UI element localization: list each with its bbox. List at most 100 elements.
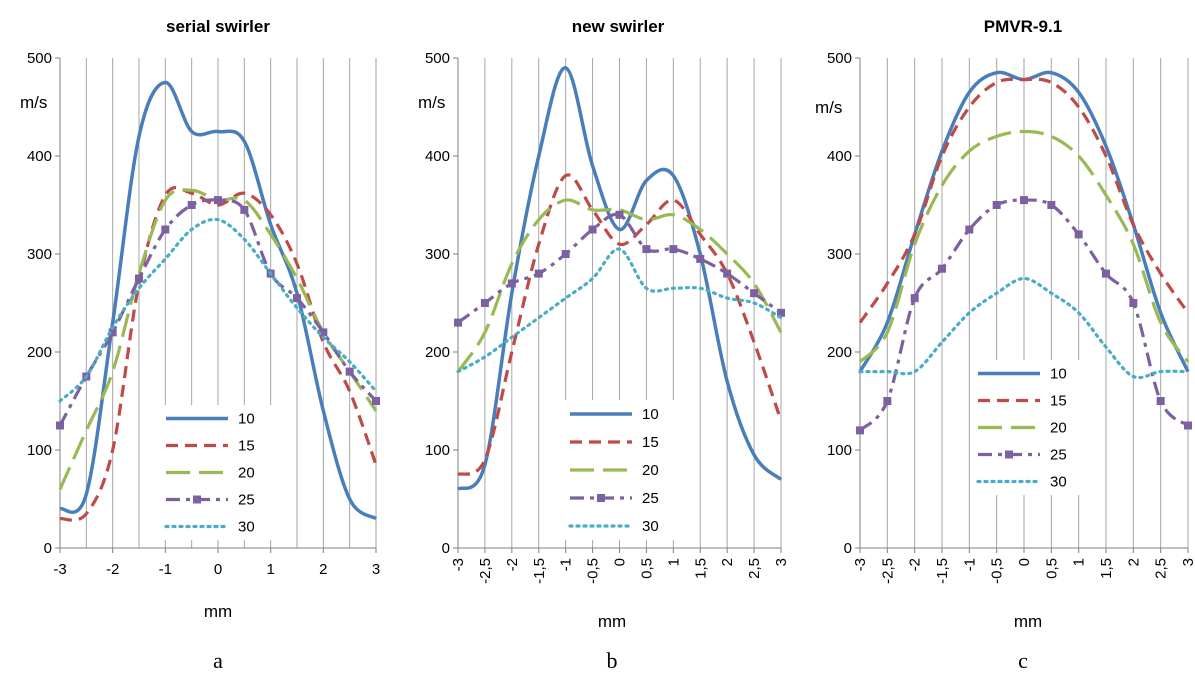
x-tick-label: 0,5: [638, 558, 655, 579]
x-tick-label: 0: [1016, 558, 1033, 566]
series-marker-25: [750, 289, 759, 298]
x-tick-label: -0,5: [585, 558, 602, 584]
x-tick-label: -2: [907, 558, 924, 571]
y-tick-label: 200: [27, 344, 52, 361]
legend-marker-25: [1005, 450, 1013, 459]
series-marker-25: [1020, 196, 1028, 205]
legend-label-15: 15: [238, 438, 255, 455]
series-line-20: [456, 198, 783, 373]
series-marker-25: [480, 299, 489, 307]
x-tick-label: 3: [372, 561, 380, 578]
x-tick-label: 1,5: [1098, 558, 1115, 579]
series-marker-25: [372, 397, 380, 405]
x-tick-label: -1: [159, 561, 172, 578]
series-marker-25: [588, 225, 597, 234]
chart-title: PMVR-9.1: [984, 17, 1062, 36]
series-line-30: [456, 247, 783, 374]
series-marker-25: [1129, 299, 1138, 307]
y-tick-label: 300: [27, 246, 52, 263]
x-tick-label: 0: [612, 558, 629, 566]
series-marker-25: [214, 196, 222, 205]
y-axis-label: m/s: [418, 93, 445, 112]
x-tick-label: -2: [504, 558, 521, 571]
y-tick-label: 400: [27, 148, 52, 165]
series-marker-25: [293, 294, 301, 303]
series-marker-25: [992, 201, 1001, 209]
series-marker-25: [910, 294, 919, 303]
series-marker-25: [642, 245, 651, 254]
y-tick-label: 400: [827, 148, 852, 165]
legend-label-30: 30: [1050, 474, 1067, 491]
y-tick-label: 100: [27, 442, 52, 459]
chart-2: 0 100 200 300 400 500 -3 -2,5 -2 -1,5 -1 -0,5 0 0,5 1 1…: [815, 17, 1195, 673]
x-tick-label: 2,5: [746, 558, 763, 579]
y-tick-label: 300: [827, 246, 852, 263]
series-line-15: [457, 173, 783, 477]
y-tick-label: 300: [425, 246, 450, 263]
x-axis-label: mm: [598, 612, 626, 631]
series-marker-25: [856, 426, 864, 435]
legend-label-20: 20: [1050, 420, 1067, 437]
series-marker-25: [187, 201, 196, 209]
series-marker-25: [534, 269, 543, 278]
series-marker-25: [723, 269, 732, 278]
series-line-10: [59, 80, 378, 521]
legend-label-15: 15: [1050, 393, 1067, 410]
series-marker-25: [161, 225, 170, 234]
series-marker-25: [454, 318, 462, 327]
panel-caption: c: [1018, 648, 1028, 673]
x-tick-label: 1: [266, 561, 274, 578]
y-tick-label: 100: [827, 442, 852, 459]
series-line-15: [59, 185, 378, 522]
chart-title: serial swirler: [166, 17, 270, 36]
series-line-30: [858, 276, 1190, 380]
y-tick-label: 200: [425, 344, 450, 361]
series-marker-25: [615, 210, 624, 219]
legend-label-30: 30: [642, 518, 659, 535]
chart-title: new swirler: [572, 17, 665, 36]
legend-label-30: 30: [238, 519, 255, 536]
x-tick-label: 1,5: [692, 558, 709, 579]
y-tick-label: 500: [827, 50, 852, 67]
legend-label-20: 20: [642, 462, 659, 479]
series-line-15: [858, 77, 1190, 324]
y-tick-label: 200: [827, 344, 852, 361]
x-tick-label: 2,5: [1153, 558, 1170, 579]
legend-label-10: 10: [642, 406, 659, 423]
x-tick-label: 2: [719, 558, 736, 566]
series-marker-25: [938, 264, 946, 273]
x-tick-label: -1: [558, 558, 575, 571]
y-tick-label: 500: [425, 50, 450, 67]
x-tick-label: -3: [53, 561, 66, 578]
panel-caption: a: [213, 648, 223, 673]
x-tick-label: 2: [319, 561, 327, 578]
series-marker-25: [319, 328, 328, 337]
x-tick-label: 1: [665, 558, 682, 566]
x-tick-label: -1: [961, 558, 978, 571]
series-marker-25: [56, 421, 64, 430]
series-marker-25: [561, 250, 570, 258]
x-tick-label: -0,5: [989, 558, 1006, 584]
x-axis-label: mm: [204, 602, 232, 621]
series-marker-25: [696, 254, 705, 263]
x-tick-label: 3: [773, 558, 790, 566]
series-marker-25: [1184, 421, 1192, 430]
x-tick-label: 0,5: [1043, 558, 1060, 579]
series-marker-25: [669, 245, 678, 254]
chart-1: 0 100 200 300 400 500 -3 -2,5 -2 -1,5 -1 -0,5 0 0,5 1 1…: [418, 17, 790, 673]
series-marker-25: [240, 205, 249, 214]
series-marker-25: [883, 397, 892, 405]
x-axis-label: mm: [1014, 612, 1042, 631]
legend-label-25: 25: [642, 490, 659, 507]
x-tick-label: -1,5: [934, 558, 951, 584]
series-marker-25: [135, 274, 143, 283]
series-line-20: [858, 129, 1190, 363]
series-marker-25: [777, 308, 785, 317]
y-tick-label: 400: [425, 148, 450, 165]
series-marker-25: [1047, 201, 1056, 209]
y-tick-label: 0: [442, 540, 450, 557]
y-tick-label: 500: [27, 50, 52, 67]
x-tick-label: -2: [106, 561, 119, 578]
y-tick-label: 100: [425, 442, 450, 459]
